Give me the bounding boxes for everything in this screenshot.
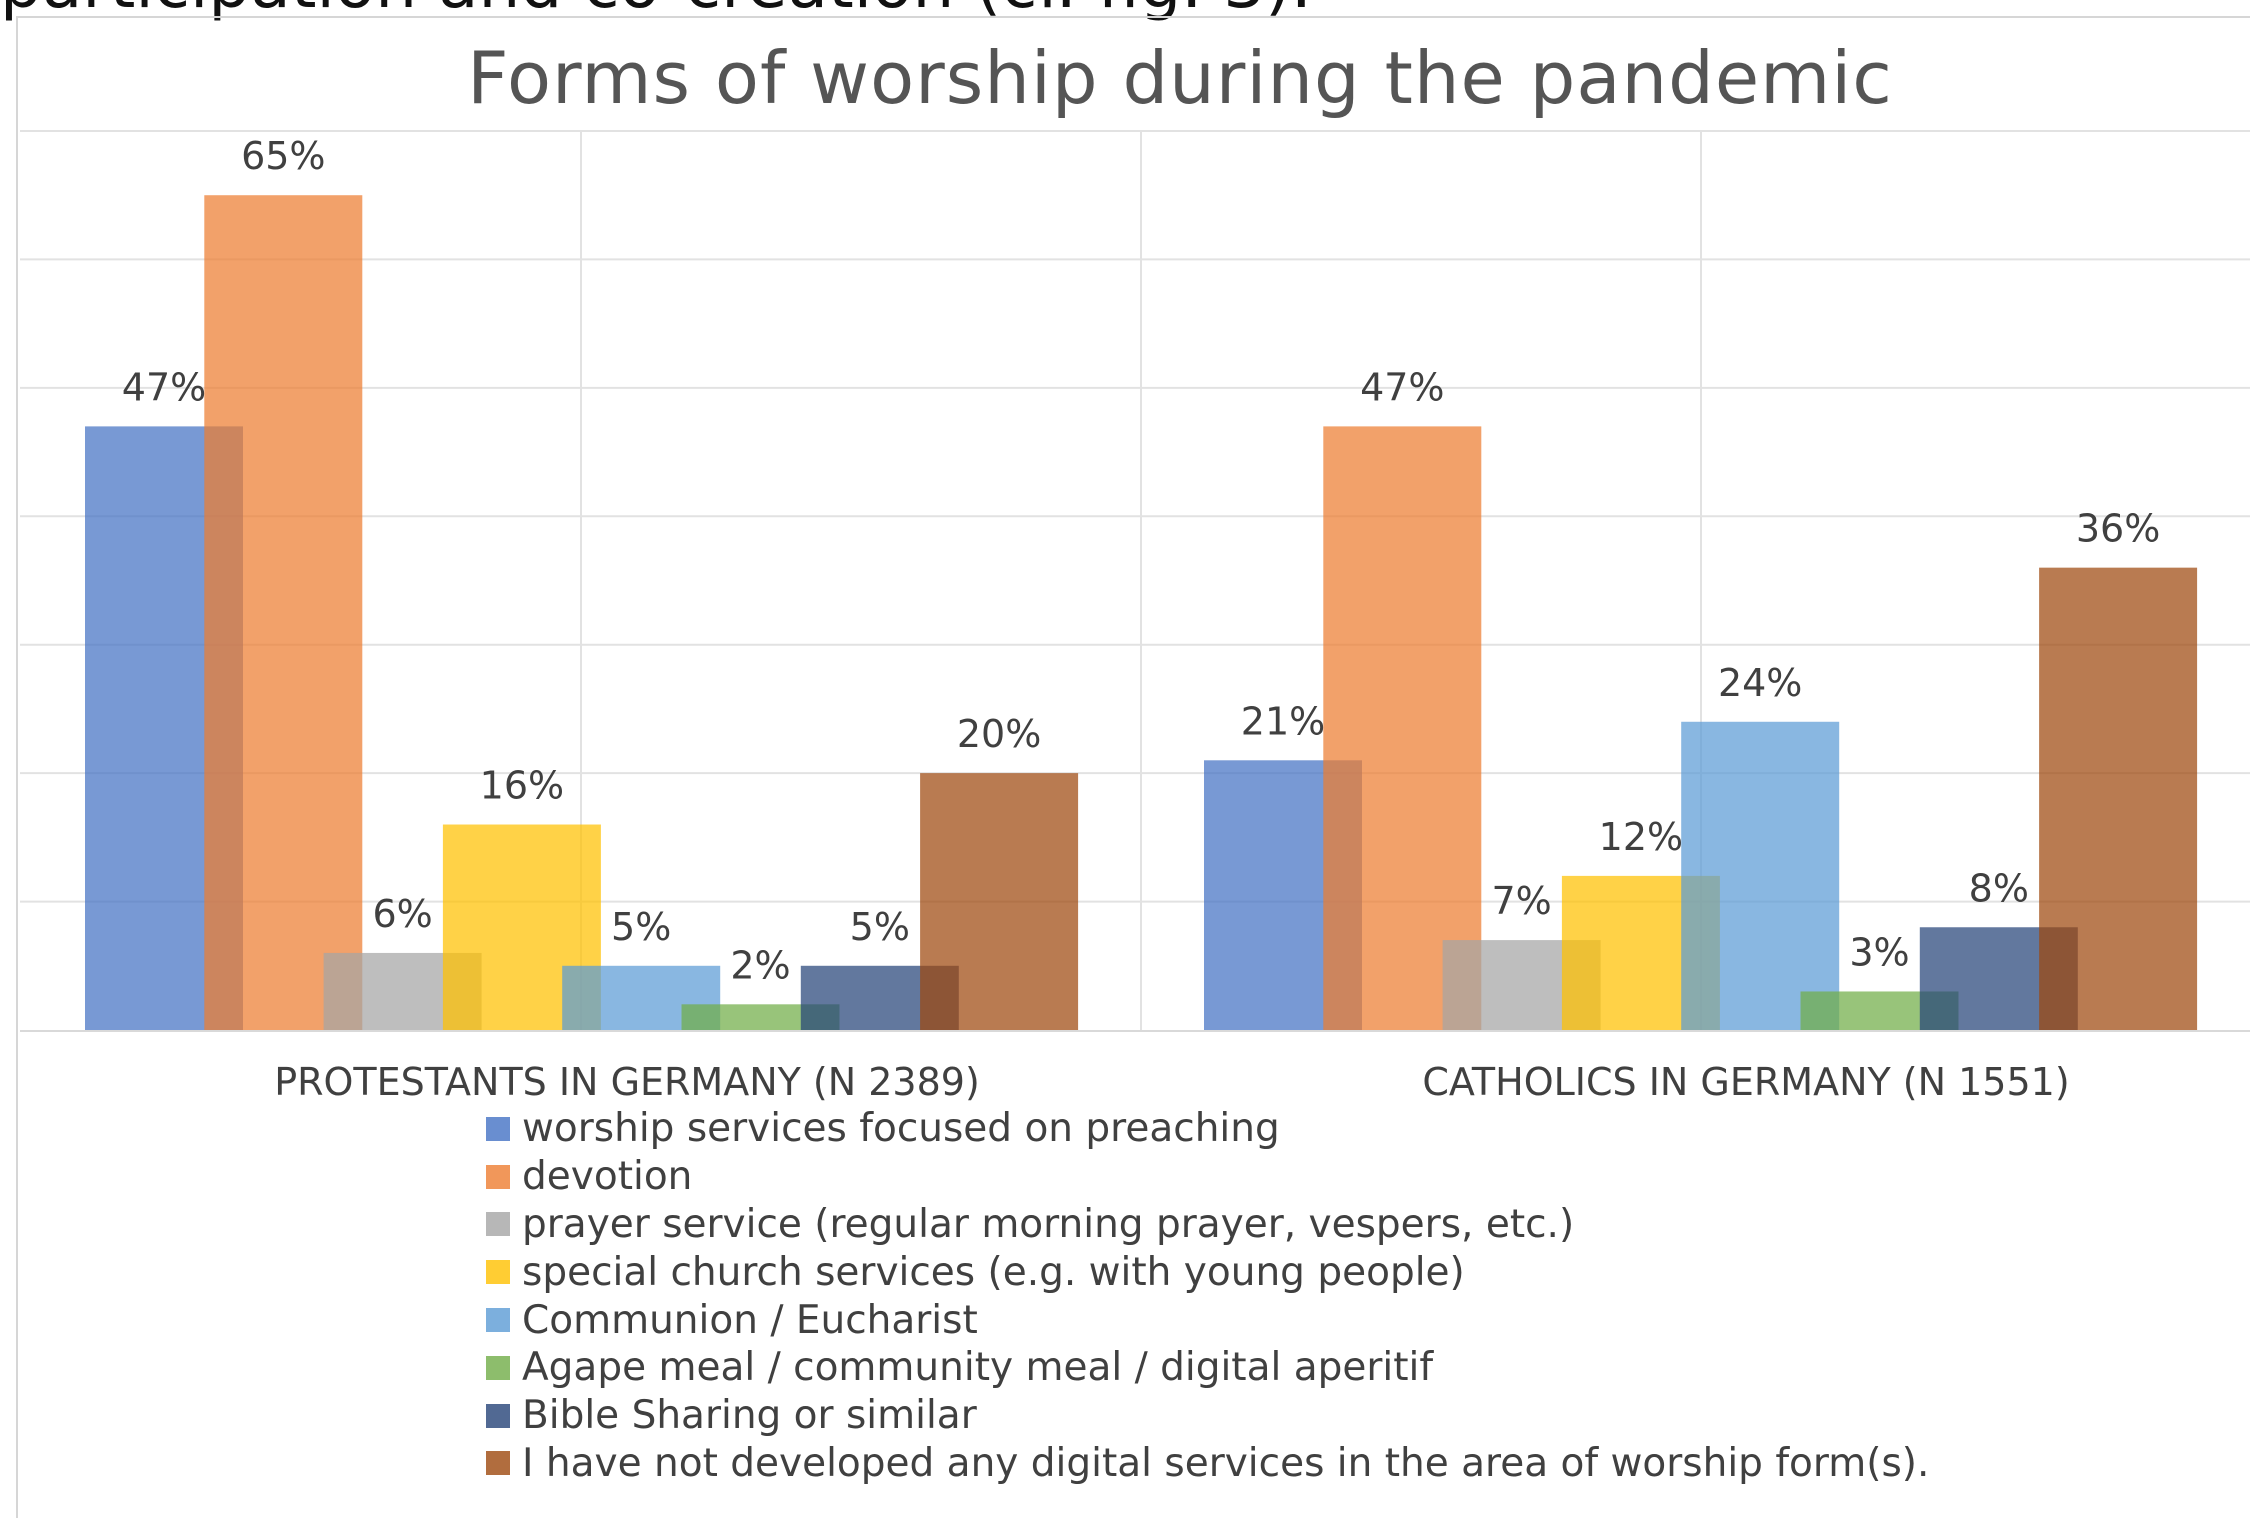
legend-label: Bible Sharing or similar: [522, 1393, 977, 1439]
bar: [920, 773, 1079, 1030]
data-label: 7%: [1491, 879, 1551, 923]
chart-frame: [16, 16, 2250, 1518]
legend-item: prayer service (regular morning prayer, …: [486, 1201, 1929, 1249]
data-label: 47%: [1360, 365, 1444, 409]
data-label: 3%: [1849, 930, 1909, 974]
data-label: 21%: [1241, 699, 1325, 743]
data-label: 36%: [2076, 507, 2160, 551]
data-label: 24%: [1718, 661, 1802, 705]
legend-swatch: [486, 1451, 510, 1476]
legend-item: special church services (e.g. with young…: [486, 1248, 1929, 1296]
data-label: 6%: [372, 892, 432, 936]
data-label: 65%: [241, 134, 325, 178]
data-label: 5%: [611, 905, 671, 949]
legend-swatch: [486, 1308, 510, 1333]
bar: [2039, 567, 2198, 1030]
bar: [1681, 721, 1840, 1030]
legend-item: Agape meal / community meal / digital ap…: [486, 1344, 1929, 1392]
legend-label: Communion / Eucharist: [522, 1297, 978, 1343]
legend-swatch: [486, 1164, 510, 1189]
legend-item: worship services focused on preaching: [486, 1105, 1929, 1153]
legend-swatch: [486, 1355, 510, 1380]
legend-item: I have not developed any digital service…: [486, 1440, 1929, 1488]
legend-item: Communion / Eucharist: [486, 1296, 1929, 1344]
data-label: 8%: [1969, 866, 2029, 910]
data-label: 16%: [480, 764, 564, 808]
data-label: 2%: [730, 943, 790, 987]
chart-title: Forms of worship during the pandemic: [467, 36, 1893, 120]
x-tick-label: CATHOLICS IN GERMANY (N 1551): [1422, 1060, 2069, 1104]
legend-label: Agape meal / community meal / digital ap…: [522, 1345, 1434, 1391]
bar: [204, 195, 363, 1030]
data-label: 5%: [850, 905, 910, 949]
data-label: 20%: [957, 712, 1041, 756]
legend-label: I have not developed any digital service…: [522, 1440, 1930, 1486]
data-label: 47%: [122, 365, 206, 409]
legend-label: special church services (e.g. with young…: [522, 1249, 1465, 1295]
legend-swatch: [486, 1116, 510, 1141]
legend-label: worship services focused on preaching: [522, 1106, 1280, 1152]
legend-swatch: [486, 1212, 510, 1237]
x-tick-label: PROTESTANTS IN GERMANY (N 2389): [274, 1060, 980, 1104]
legend-label: prayer service (regular morning prayer, …: [522, 1201, 1575, 1247]
chart-legend: worship services focused on preaching dev…: [486, 1105, 1929, 1487]
data-label: 12%: [1599, 815, 1683, 859]
bar: [1323, 426, 1482, 1030]
legend-item: devotion: [486, 1153, 1929, 1201]
legend-item: Bible Sharing or similar: [486, 1392, 1929, 1440]
legend-swatch: [486, 1403, 510, 1428]
legend-swatch: [486, 1260, 510, 1285]
legend-label: devotion: [522, 1154, 693, 1200]
